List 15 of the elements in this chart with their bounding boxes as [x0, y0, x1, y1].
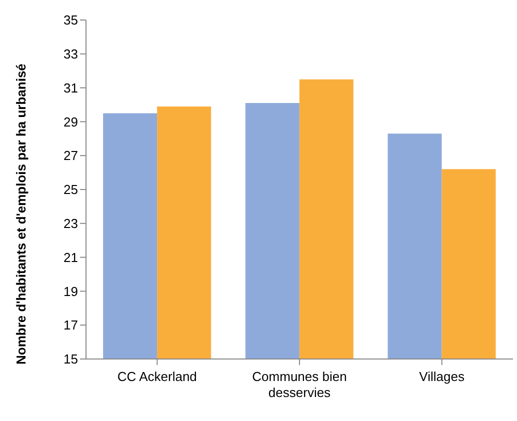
y-tick-label: 29	[64, 114, 78, 130]
y-tick-label: 31	[64, 80, 78, 96]
x-tick-label: CC Ackerland	[117, 369, 197, 384]
y-tick-label: 19	[64, 284, 78, 299]
x-tick-label: Communes bien desservies	[252, 369, 347, 400]
y-tick-label: 21	[64, 250, 78, 265]
x-tick-label: Villages	[419, 369, 465, 384]
y-tick-label: 25	[64, 182, 78, 198]
y-tick-label: 33	[64, 46, 78, 62]
y-tick-label: 27	[64, 148, 78, 164]
y-tick-label: 15	[64, 352, 78, 367]
y-tick-label: 35	[64, 12, 78, 28]
y-axis-title: Nombre d'habitants et d'emplois par ha urbanisé	[14, 64, 29, 364]
y-tick-label: 17	[64, 318, 78, 333]
y-tick-label: 23	[64, 216, 78, 232]
